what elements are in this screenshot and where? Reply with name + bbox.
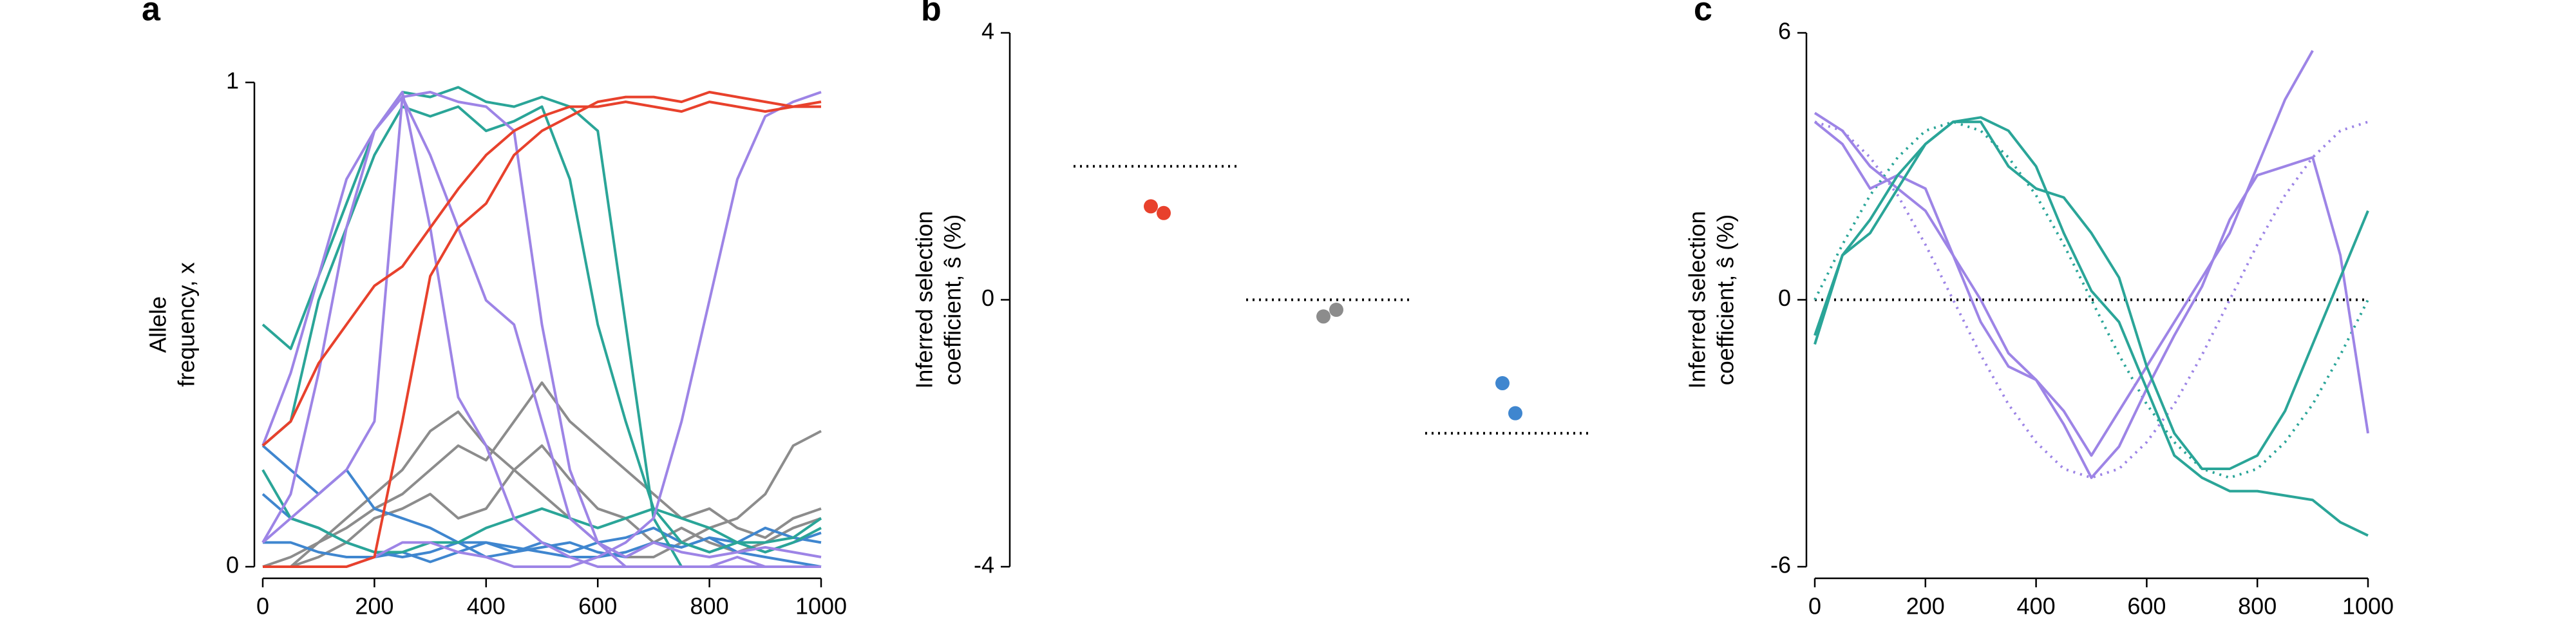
x-tick-label: 400 xyxy=(467,593,506,620)
y-tick-label: 0 xyxy=(1778,285,1791,311)
x-tick-label: 1000 xyxy=(2342,593,2394,620)
y-axis-label: Allele xyxy=(145,296,171,353)
trajectory xyxy=(261,91,821,568)
y-tick-label: -4 xyxy=(974,552,994,578)
plot-area xyxy=(1074,165,1593,435)
x-tick-label: 200 xyxy=(1906,593,1945,620)
y-tick-label: 0 xyxy=(226,552,239,578)
trajectory xyxy=(1814,50,2314,457)
y-tick-label: 0 xyxy=(981,285,994,311)
true-trajectory xyxy=(1814,120,2369,479)
x-tick-label: 1000 xyxy=(795,593,847,620)
trajectory xyxy=(261,95,822,558)
y-axis-label: frequency, x xyxy=(173,262,200,386)
x-tick-label: 800 xyxy=(690,593,729,620)
x-tick-label: 200 xyxy=(355,593,393,620)
trajectory xyxy=(261,105,822,554)
trajectory xyxy=(1814,116,2369,537)
trajectory xyxy=(262,381,822,568)
x-tick-label: 0 xyxy=(256,593,269,620)
trajectory xyxy=(263,444,822,568)
y-tick-label: 1 xyxy=(226,68,239,94)
x-tick-label: 600 xyxy=(2127,593,2166,620)
trajectory xyxy=(1814,120,2369,470)
y-axis-label: Inferred selection xyxy=(1684,211,1710,388)
trajectory xyxy=(1814,120,2369,479)
trajectory xyxy=(263,91,822,568)
plot-area xyxy=(261,86,822,568)
y-tick-label: 6 xyxy=(1778,18,1791,44)
y-axis-label: coefficient, ŝ (%) xyxy=(1712,214,1739,385)
y-tick-label: -6 xyxy=(1770,552,1791,578)
estimate-dot xyxy=(1144,199,1158,214)
estimate-dot xyxy=(1508,406,1522,421)
plot-area xyxy=(1814,50,2369,537)
estimate-dot xyxy=(1495,376,1510,391)
y-axis-label: coefficient, ŝ (%) xyxy=(940,214,966,385)
trajectory xyxy=(261,444,822,558)
panel-label: a xyxy=(142,0,161,28)
x-tick-label: 0 xyxy=(1808,593,1821,620)
trajectory xyxy=(261,91,821,568)
x-tick-label: 800 xyxy=(2238,593,2277,620)
trajectory xyxy=(261,469,822,554)
panel-label: b xyxy=(921,0,942,28)
y-axis-label: Inferred selection xyxy=(911,211,938,388)
x-tick-label: 400 xyxy=(2017,593,2056,620)
estimate-dot xyxy=(1329,303,1343,317)
panel-label: c xyxy=(1694,0,1712,28)
y-tick-label: 4 xyxy=(981,18,994,44)
trajectory xyxy=(263,536,822,568)
x-tick-label: 600 xyxy=(578,593,617,620)
estimate-dot xyxy=(1157,205,1171,220)
estimate-dot xyxy=(1316,309,1331,324)
trajectory xyxy=(261,100,821,447)
